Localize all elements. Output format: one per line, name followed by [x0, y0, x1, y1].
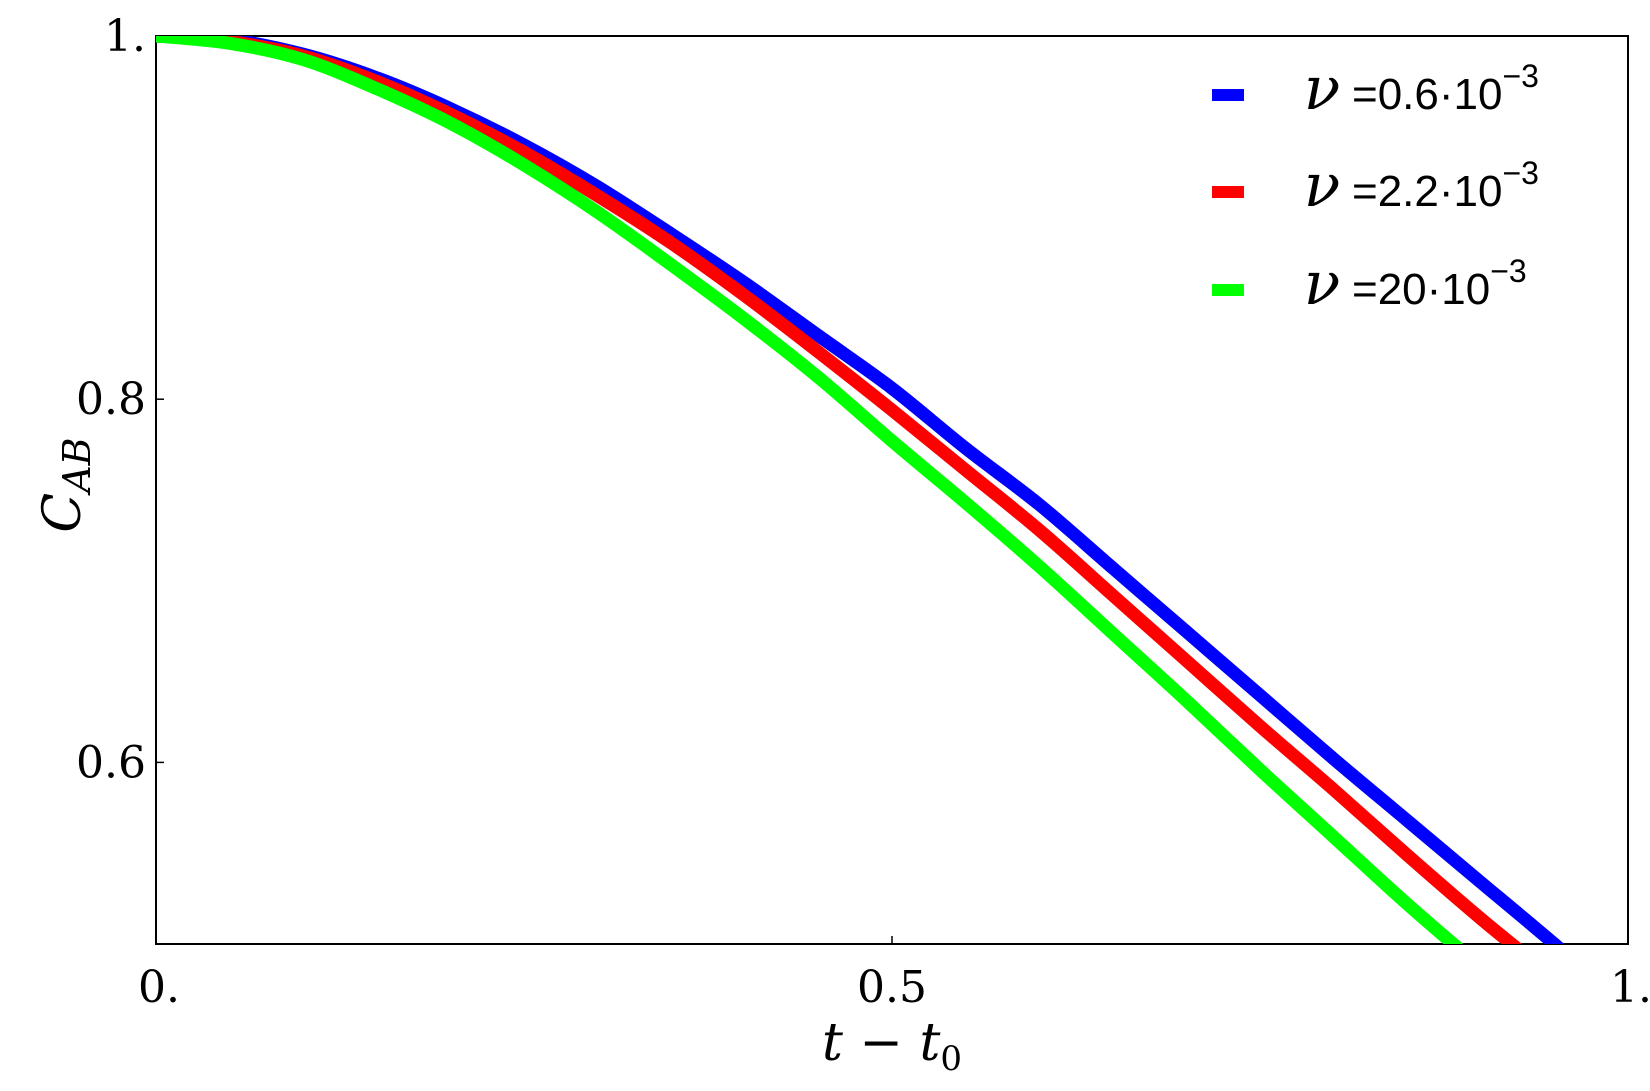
y-tick-label: 1.	[104, 11, 146, 62]
x-tick-label: 0.5	[857, 962, 927, 1013]
x-axis-title: t − t0	[822, 1013, 962, 1079]
tick-labels: 0. 0.5 1. 0.6 0.8 1.	[76, 11, 1650, 1013]
x-tick-label: 0.	[138, 962, 180, 1013]
series-line-2	[156, 36, 1523, 944]
y-axis-title: CAB	[33, 437, 99, 532]
y-tick-label: 0.6	[76, 737, 146, 788]
y-tick-label: 0.8	[76, 374, 146, 425]
series-layer	[156, 36, 1565, 944]
legend-symbol: ν	[1304, 249, 1340, 319]
x-tick-label: 1.	[1610, 962, 1650, 1013]
series-line-3	[156, 36, 1464, 944]
legend-symbol: ν	[1304, 54, 1340, 124]
legend-symbol: ν	[1304, 151, 1340, 221]
